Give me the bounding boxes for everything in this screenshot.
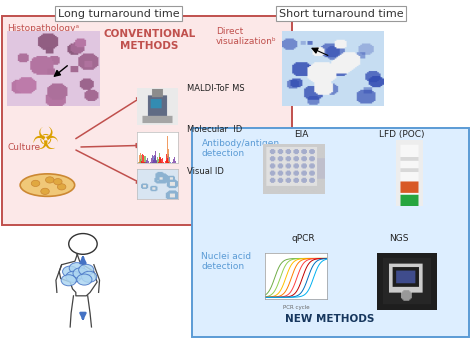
Circle shape — [63, 266, 78, 277]
Text: Direct
visualizationᵇ: Direct visualizationᵇ — [216, 27, 276, 46]
Circle shape — [57, 184, 66, 190]
Text: Molecular  ID: Molecular ID — [187, 125, 243, 134]
Text: NEW METHODS: NEW METHODS — [285, 313, 374, 324]
Text: CONVENTIONAL
METHODS: CONVENTIONAL METHODS — [103, 29, 195, 51]
FancyBboxPatch shape — [192, 128, 469, 337]
Circle shape — [73, 268, 88, 279]
Circle shape — [69, 234, 97, 254]
Circle shape — [61, 275, 76, 286]
Text: Visual ID: Visual ID — [187, 167, 224, 176]
Circle shape — [66, 271, 81, 282]
Text: NGS: NGS — [389, 234, 408, 243]
Ellipse shape — [20, 174, 75, 197]
Circle shape — [41, 188, 49, 194]
Text: Short turnaround time: Short turnaround time — [279, 9, 403, 19]
Text: EIA: EIA — [294, 130, 308, 139]
X-axis label: PCR cycle: PCR cycle — [283, 305, 310, 310]
Text: qPCR: qPCR — [292, 234, 315, 243]
Circle shape — [31, 180, 40, 186]
Text: LFD (POC): LFD (POC) — [379, 130, 425, 139]
Text: Histopathologyᵃ: Histopathologyᵃ — [7, 24, 79, 33]
Circle shape — [69, 263, 84, 274]
Circle shape — [82, 271, 97, 282]
Text: Culture: Culture — [7, 143, 40, 152]
Text: Nuclei acid
detection: Nuclei acid detection — [201, 252, 252, 271]
Circle shape — [77, 274, 92, 285]
Circle shape — [79, 264, 94, 275]
FancyBboxPatch shape — [2, 16, 292, 225]
Text: Long turnaround time: Long turnaround time — [58, 9, 179, 19]
Text: ☣: ☣ — [31, 126, 59, 155]
Circle shape — [46, 177, 54, 183]
Circle shape — [54, 179, 62, 185]
Text: MALDI-ToF MS: MALDI-ToF MS — [187, 84, 245, 93]
Text: Antibody/antigen
detection: Antibody/antigen detection — [201, 139, 280, 158]
